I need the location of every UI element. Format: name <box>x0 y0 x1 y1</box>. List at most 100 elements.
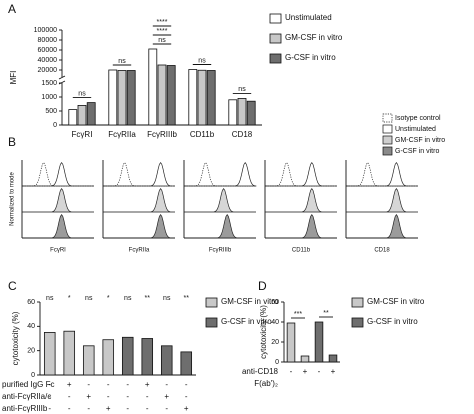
legend-swatch <box>269 53 282 64</box>
row-sign: + <box>67 380 72 389</box>
y-axis-label: cytotoxicity (%) <box>259 305 268 359</box>
y-axis-label: cytotoxicity (%) <box>11 311 20 365</box>
legend-swatch <box>351 297 364 308</box>
significance: **** <box>157 19 168 26</box>
row-sign: - <box>68 392 71 401</box>
legend-label: GM-CSF in vitro <box>395 137 445 144</box>
y-tick-label: 20 <box>27 348 35 355</box>
axis-break <box>58 80 66 85</box>
bar <box>43 332 56 376</box>
significance: ns <box>118 58 126 65</box>
bar <box>102 339 115 376</box>
x-axis-label: FcγRIIa <box>129 248 150 254</box>
row-sign: - <box>107 380 110 389</box>
panel-label: C <box>8 279 17 293</box>
x-tick-label: FcγRIIa <box>108 130 136 139</box>
row-sign: - <box>87 380 90 389</box>
bar <box>77 105 87 126</box>
bar <box>246 100 256 126</box>
y-tick-label: 80000 <box>38 37 58 44</box>
bar <box>300 355 310 363</box>
legend-swatch <box>351 317 364 328</box>
histogram-curve <box>265 161 337 187</box>
row-sign: + <box>145 380 150 389</box>
row-label: anti-FcγRIIIb <box>2 404 48 413</box>
histogram-curve <box>346 213 418 239</box>
bar <box>63 330 76 376</box>
y-tick-label: 0 <box>275 359 279 366</box>
histogram-curve <box>22 161 94 187</box>
bar <box>141 338 154 376</box>
x-axis-label: CD18 <box>374 248 390 254</box>
y-axis-label: Normalized to mode <box>10 171 16 225</box>
bar <box>148 48 158 126</box>
panel-label: B <box>8 135 16 149</box>
legend-swatch <box>205 297 218 308</box>
y-tick-label: 60 <box>271 299 279 306</box>
x-tick-label: FcγRIIIb <box>147 130 177 139</box>
significance: ns <box>124 295 132 302</box>
y-tick-label: 0 <box>31 372 35 379</box>
x-tick-label: CD11b <box>190 130 215 139</box>
bar <box>86 102 96 126</box>
row-sign: - <box>87 404 90 413</box>
bar <box>108 69 118 126</box>
row-sign: + <box>184 404 189 413</box>
histogram-curve <box>184 213 256 239</box>
histogram-curve <box>22 213 94 239</box>
row-sign: - <box>48 392 51 401</box>
histogram-curve <box>103 187 175 213</box>
bar <box>180 351 193 376</box>
y-tick-label: 20000 <box>38 67 58 74</box>
histogram-curve <box>22 187 94 213</box>
y-tick-label: 100000 <box>34 27 57 34</box>
bar <box>237 98 247 126</box>
legend-label: Isotype control <box>395 115 441 122</box>
histogram-curve <box>103 213 175 239</box>
bar <box>228 99 238 126</box>
histogram-curve <box>346 187 418 213</box>
row-label: anti-FcγRIIa/c <box>2 392 51 401</box>
bar <box>314 321 324 363</box>
histogram-curve <box>346 161 418 187</box>
legend-label: G-CSF in vitro <box>367 317 418 326</box>
x-axis-label: CD11b <box>292 248 311 254</box>
row-label: F(ab')₂ <box>254 379 278 388</box>
x-axis-label: FcγRIIIb <box>209 248 232 254</box>
row-sign: + <box>86 392 91 401</box>
row-sign: - <box>185 392 188 401</box>
histogram-curve <box>265 213 337 239</box>
row-sign: + <box>106 404 111 413</box>
row-sign: - <box>126 380 129 389</box>
y-tick-label: 500 <box>45 108 57 115</box>
bar <box>166 65 176 126</box>
bar <box>68 109 78 126</box>
legend-swatch <box>382 124 393 134</box>
significance: * <box>68 295 71 302</box>
row-sign: - <box>48 380 51 389</box>
histogram-curve <box>103 161 175 187</box>
significance: ns <box>238 86 246 93</box>
y-tick-label: 40000 <box>38 57 58 64</box>
legend-label: G-CSF in vitro <box>395 148 439 155</box>
bar <box>160 345 173 376</box>
row-sign: - <box>107 392 110 401</box>
row-sign: - <box>48 404 51 413</box>
legend-label: G-CSF in vitro <box>285 53 336 62</box>
y-tick-label: 60 <box>27 299 35 306</box>
bar <box>206 70 216 126</box>
significance: ** <box>145 295 151 302</box>
x-tick-label: CD18 <box>232 130 253 139</box>
significance: * <box>107 295 110 302</box>
significance: ns <box>85 295 93 302</box>
y-tick-label: 40 <box>271 319 279 326</box>
row-sign: - <box>318 367 321 376</box>
bar <box>121 336 134 376</box>
panel-label: A <box>8 2 16 16</box>
legend-label: GM-CSF in vitro <box>367 297 425 306</box>
bar <box>197 69 207 126</box>
legend-label: G-CSF in vitro <box>221 317 272 326</box>
significance: ns <box>163 295 171 302</box>
histogram-curve <box>184 161 257 187</box>
legend-swatch <box>205 317 218 328</box>
